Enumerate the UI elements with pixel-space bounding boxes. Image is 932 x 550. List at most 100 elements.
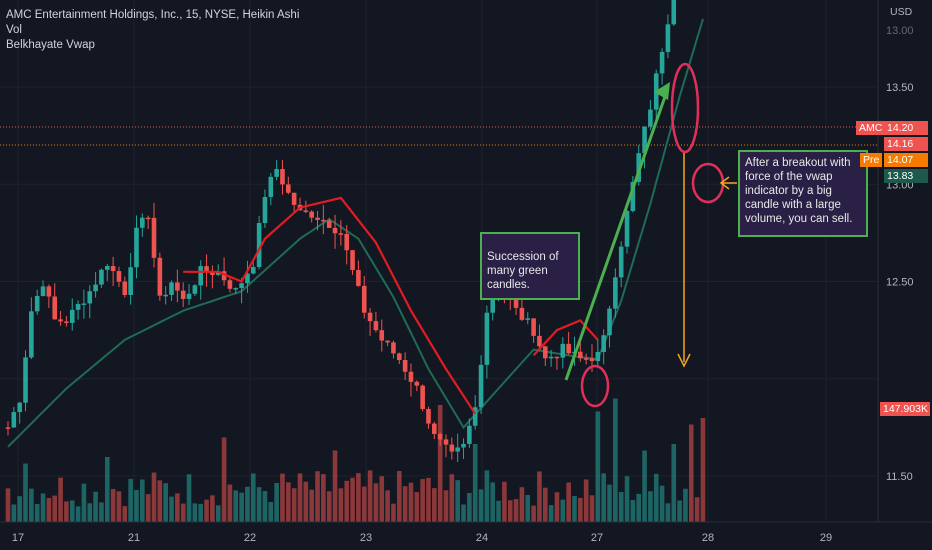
- volume-bar: [554, 492, 560, 522]
- volume-bar: [350, 477, 355, 522]
- candle-body: [326, 220, 332, 228]
- candle-body: [513, 298, 519, 308]
- candle-body: [256, 223, 262, 267]
- candle-body: [630, 181, 636, 212]
- volume-bar: [648, 491, 653, 522]
- volume-bar: [256, 487, 262, 522]
- candle-body: [461, 443, 466, 448]
- volume-bar: [134, 489, 139, 522]
- volume-bar: [210, 495, 215, 522]
- candle-body: [128, 267, 133, 296]
- volume-bar: [198, 503, 204, 522]
- volume-bar: [180, 503, 186, 522]
- trend-arrow-line: [564, 87, 670, 381]
- volume-tag: 147.903K: [880, 402, 930, 416]
- annotation-drawings: [564, 62, 737, 408]
- volume-bar: [64, 501, 69, 522]
- time-tick-label: 23: [360, 532, 372, 544]
- candle-body: [192, 285, 198, 294]
- candle-body: [426, 408, 431, 424]
- candle-body: [332, 227, 338, 234]
- peak-circle: [670, 62, 700, 154]
- volume-bar: [75, 506, 81, 522]
- volume-bar: [286, 482, 291, 522]
- volume-bar: [169, 496, 174, 522]
- candle-body: [69, 309, 75, 323]
- candle-body: [93, 284, 98, 292]
- volume-bar: [432, 488, 437, 522]
- candle-body: [104, 266, 110, 270]
- candle-body: [601, 335, 606, 352]
- candle-body: [64, 321, 69, 323]
- candle-body: [87, 291, 93, 304]
- vwap-path: [7, 18, 704, 448]
- volume-bar: [58, 477, 63, 522]
- volume-bar: [262, 491, 268, 522]
- candle-body: [578, 351, 583, 359]
- candle-body: [239, 283, 244, 289]
- candle-body: [455, 447, 460, 452]
- volume-bar: [40, 493, 46, 522]
- volume-indicator-label[interactable]: Vol: [6, 24, 22, 36]
- volume-bar: [268, 502, 274, 522]
- time-axis[interactable]: 17 21 22 23 24 27 28 29: [0, 521, 932, 544]
- candle-body: [116, 271, 122, 282]
- candle-body: [338, 233, 344, 235]
- candle-body: [548, 356, 554, 359]
- volume-bar: [11, 504, 17, 522]
- volume-bar: [449, 474, 455, 522]
- volume-bar: [309, 489, 314, 522]
- candle-body: [52, 296, 58, 320]
- volume-bar: [490, 482, 496, 522]
- annotation-breakout-sell[interactable]: After a breakout with force of the vwap …: [738, 150, 868, 237]
- volume-bar: [93, 491, 98, 522]
- candle-body: [618, 246, 624, 278]
- volume-bar: [402, 486, 408, 522]
- volume-bar: [694, 497, 700, 522]
- candle-body: [356, 270, 361, 286]
- candle-body: [233, 288, 239, 290]
- volume-bar: [607, 484, 612, 522]
- candle-body: [140, 217, 145, 228]
- time-tick-label: 28: [702, 532, 714, 544]
- volume-bar: [572, 496, 577, 522]
- candle-body: [157, 257, 163, 296]
- volume-bar: [379, 476, 385, 522]
- candle-body: [110, 266, 116, 272]
- volume-bar: [303, 481, 309, 522]
- volume-bar: [618, 492, 624, 522]
- volume-bar: [233, 490, 239, 522]
- vwap-band-line: [183, 196, 599, 415]
- volume-bar: [613, 398, 618, 522]
- volume-bar: [128, 478, 133, 522]
- candle-body: [537, 335, 542, 347]
- candle-body: [40, 286, 46, 297]
- candle-body: [396, 353, 402, 361]
- volume-bar: [81, 483, 87, 522]
- volume-bar: [653, 473, 659, 522]
- symbol-title[interactable]: AMC Entertainment Holdings, Inc., 15, NY…: [6, 9, 300, 21]
- candle-body: [34, 296, 40, 312]
- candle-body: [303, 210, 309, 212]
- volume-bar: [566, 482, 571, 522]
- volume-bar: [408, 482, 414, 522]
- candle-body: [215, 271, 221, 275]
- annotation-green-candles[interactable]: Succession of many green candles.: [480, 232, 580, 300]
- candle-body: [169, 282, 174, 295]
- volume-bar: [122, 506, 128, 522]
- candle-body: [186, 293, 192, 299]
- volume-bar: [373, 483, 379, 522]
- candle-body: [122, 281, 128, 296]
- volume-bar: [175, 493, 180, 522]
- candle-body: [11, 412, 17, 428]
- volume-bar: [385, 490, 390, 522]
- candle-body: [367, 312, 373, 322]
- volume-bar: [396, 470, 402, 522]
- candle-body: [274, 169, 279, 177]
- volume-bar: [478, 489, 484, 522]
- price-tick-label: 12.50: [886, 277, 914, 289]
- vwap-indicator-label[interactable]: Belkhayate Vwap: [6, 39, 95, 51]
- volume-bar: [23, 463, 28, 522]
- candle-body: [484, 312, 490, 365]
